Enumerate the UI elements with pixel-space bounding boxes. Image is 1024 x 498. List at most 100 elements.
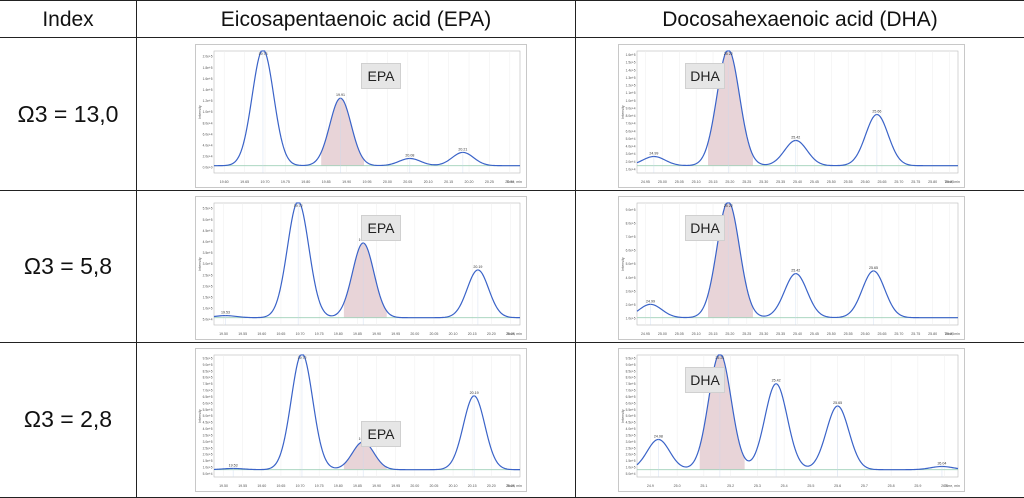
peak-label: 26.04 [937, 461, 946, 465]
y-tick-label: 7.0e+4 [626, 122, 636, 126]
y-tick-label: 2.0e+5 [626, 303, 636, 307]
y-tick-label: 1.0e+5 [203, 307, 213, 311]
x-tick-label: 25.70 [894, 180, 903, 184]
chromatogram-epa-row2: 19.50 19.55 19.60 19.65 19.70 19.75 19.80 19.85… [195, 196, 527, 340]
x-tick-label: 19.55 [238, 332, 247, 336]
x-tick-label: 25.20 [725, 180, 734, 184]
y-tick-label: 3.0e+5 [203, 440, 213, 444]
y-tick-label: 2.5e+5 [626, 446, 636, 450]
x-tick-label: 20.05 [429, 484, 438, 488]
x-tick-label: 19.75 [281, 180, 290, 184]
y-tick-label: 8.0e+5 [203, 376, 213, 380]
y-tick-label: 1.0e+5 [626, 466, 636, 470]
header-index: Index [0, 8, 136, 32]
x-tick-label: 25.55 [844, 180, 853, 184]
peak-label: 24.99 [646, 299, 655, 303]
x-tick-label: 19.70 [296, 332, 305, 336]
y-tick-label: 6.0e+5 [626, 249, 636, 253]
x-tick-label: 25.05 [675, 332, 684, 336]
y-tick-label: 1.0e+5 [626, 316, 636, 320]
y-tick-label: 2.0e+5 [203, 55, 213, 59]
table-rule-row2 [0, 342, 1024, 343]
peak-label: 19.53 [229, 463, 238, 467]
y-tick-label: 4.5e+5 [203, 229, 213, 233]
x-tick-label: 19.65 [276, 484, 285, 488]
x-tick-label: 25.15 [709, 332, 718, 336]
x-axis-label: Time, min [944, 332, 960, 336]
x-tick-label: 19.50 [219, 332, 228, 336]
x-tick-label: 25.60 [861, 180, 870, 184]
y-tick-label: 9.0e+5 [626, 208, 636, 212]
x-tick-label: 25.0 [674, 484, 681, 488]
x-tick-label: 19.75 [315, 332, 324, 336]
y-tick-label: 7.0e+5 [203, 389, 213, 393]
x-tick-label: 25.35 [776, 332, 785, 336]
chromatogram-epa-row3: 19.50 19.55 19.60 19.65 19.70 19.75 19.80 19.85… [195, 348, 527, 492]
peak-label: 25.42 [791, 135, 800, 139]
x-tick-label: 25.45 [810, 180, 819, 184]
y-tick-label: 5.5e+5 [626, 408, 636, 412]
y-tick-label: 3.5e+5 [203, 433, 213, 437]
x-tick-label: 25.30 [759, 180, 768, 184]
y-tick-label: 1.0e+5 [626, 99, 636, 103]
y-tick-label: 2.0e+4 [203, 155, 213, 159]
y-tick-label: 8.5e+5 [203, 369, 213, 373]
y-tick-label: 5.0e+4 [626, 472, 636, 476]
x-tick-label: 20.05 [429, 332, 438, 336]
y-tick-label: 3.0e+5 [626, 440, 636, 444]
y-tick-label: 2.0e+4 [626, 160, 636, 164]
x-tick-label: 25.25 [742, 332, 751, 336]
y-tick-label: 5.0e+5 [626, 262, 636, 266]
y-tick-label: 1.5e+5 [626, 61, 636, 65]
y-tick-label: 4.0e+5 [203, 240, 213, 244]
x-tick-label: 19.95 [391, 332, 400, 336]
y-tick-label: 2.5e+5 [203, 273, 213, 277]
y-axis-label: Intensity [621, 409, 625, 423]
x-tick-label: 19.85 [322, 180, 331, 184]
y-tick-label: 5.0e+4 [203, 318, 213, 322]
x-tick-label: 20.10 [449, 484, 458, 488]
x-tick-label: 20.15 [468, 332, 477, 336]
x-tick-label: 20.10 [424, 180, 433, 184]
y-tick-label: 1.2e+5 [203, 99, 213, 103]
table-rule-row1 [0, 190, 1024, 191]
x-tick-label: 19.95 [363, 180, 372, 184]
x-tick-label: 25.65 [877, 332, 886, 336]
x-tick-label: 19.50 [219, 484, 228, 488]
x-tick-label: 19.90 [342, 180, 351, 184]
y-tick-label: 1.4e+5 [203, 88, 213, 92]
chromatogram-dha-row3: 24.9 25.0 25.1 25.2 25.3 25.4 25.5 25.6 25.7 25.8… [618, 348, 965, 492]
chart-svg: 24.95 25.00 25.05 25.10 25.15 25.20 25.25 25.30… [619, 45, 964, 187]
y-axis-label: Intensity [198, 257, 202, 271]
x-tick-label: 19.60 [257, 484, 266, 488]
x-tick-label: 25.05 [675, 180, 684, 184]
x-tick-label: 19.70 [296, 484, 305, 488]
peak-label: 20.21 [458, 147, 467, 151]
x-tick-label: 20.00 [410, 484, 419, 488]
peak-label: 25.65 [869, 266, 878, 270]
x-tick-label: 25.7 [861, 484, 868, 488]
y-tick-label: 9.0e+5 [203, 363, 213, 367]
x-tick-label: 25.55 [844, 332, 853, 336]
table-rule-col1 [136, 0, 137, 498]
y-tick-label: 6.0e+5 [203, 401, 213, 405]
x-tick-label: 19.85 [353, 484, 362, 488]
y-tick-label: 5.0e+5 [626, 414, 636, 418]
x-tick-label: 25.10 [692, 332, 701, 336]
x-tick-label: 24.95 [641, 180, 650, 184]
y-tick-label: 9.0e+5 [626, 363, 636, 367]
y-tick-label: 5.5e+5 [203, 207, 213, 211]
x-tick-label: 19.60 [257, 332, 266, 336]
y-tick-label: 1.5e+5 [626, 459, 636, 463]
x-tick-label: 25.2 [727, 484, 734, 488]
y-tick-label: 4.0e+5 [626, 427, 636, 431]
x-tick-label: 25.80 [928, 180, 937, 184]
x-axis-label: Time, min [506, 484, 522, 488]
x-tick-label: 20.00 [410, 332, 419, 336]
row-label-3: Ω3 = 2,8 [0, 406, 136, 433]
x-tick-label: 25.5 [807, 484, 814, 488]
y-axis-label: Intensity [621, 105, 625, 119]
y-tick-label: 4.0e+4 [203, 143, 213, 147]
y-tick-label: 5.5e+5 [203, 408, 213, 412]
x-tick-label: 19.80 [334, 332, 343, 336]
